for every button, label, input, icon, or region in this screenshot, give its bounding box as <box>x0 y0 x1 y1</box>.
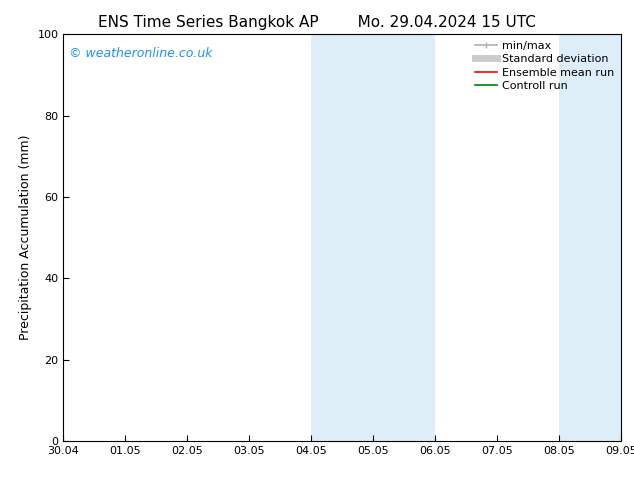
Y-axis label: Precipitation Accumulation (mm): Precipitation Accumulation (mm) <box>19 135 32 341</box>
Text: ENS Time Series Bangkok AP        Mo. 29.04.2024 15 UTC: ENS Time Series Bangkok AP Mo. 29.04.202… <box>98 15 536 30</box>
Bar <box>311 34 373 441</box>
Bar <box>559 34 621 441</box>
Legend: min/max, Standard deviation, Ensemble mean run, Controll run: min/max, Standard deviation, Ensemble me… <box>470 37 619 96</box>
Bar <box>373 34 436 441</box>
Text: © weatheronline.co.uk: © weatheronline.co.uk <box>69 47 212 59</box>
